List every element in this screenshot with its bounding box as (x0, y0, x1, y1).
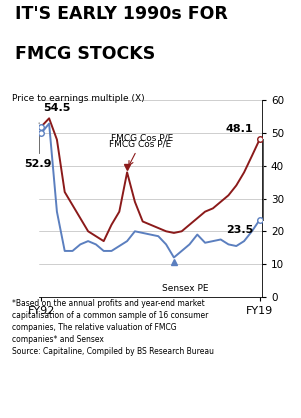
Text: IT'S EARLY 1990s FOR: IT'S EARLY 1990s FOR (15, 5, 228, 23)
Text: FMCG STOCKS: FMCG STOCKS (15, 45, 155, 63)
Text: FMCG Cos P/E: FMCG Cos P/E (111, 134, 173, 143)
Text: 52.9: 52.9 (24, 159, 51, 169)
Text: FMCG Cos P/E: FMCG Cos P/E (109, 139, 171, 166)
Text: Price to earnings multiple (X): Price to earnings multiple (X) (12, 94, 145, 103)
Text: 54.5: 54.5 (44, 103, 71, 113)
Text: *Based on the annual profits and year-end market
capitalisation of a common samp: *Based on the annual profits and year-en… (12, 299, 214, 357)
Text: 23.5: 23.5 (226, 225, 253, 235)
Text: Sensex PE: Sensex PE (162, 284, 208, 293)
Text: 48.1: 48.1 (225, 125, 253, 134)
